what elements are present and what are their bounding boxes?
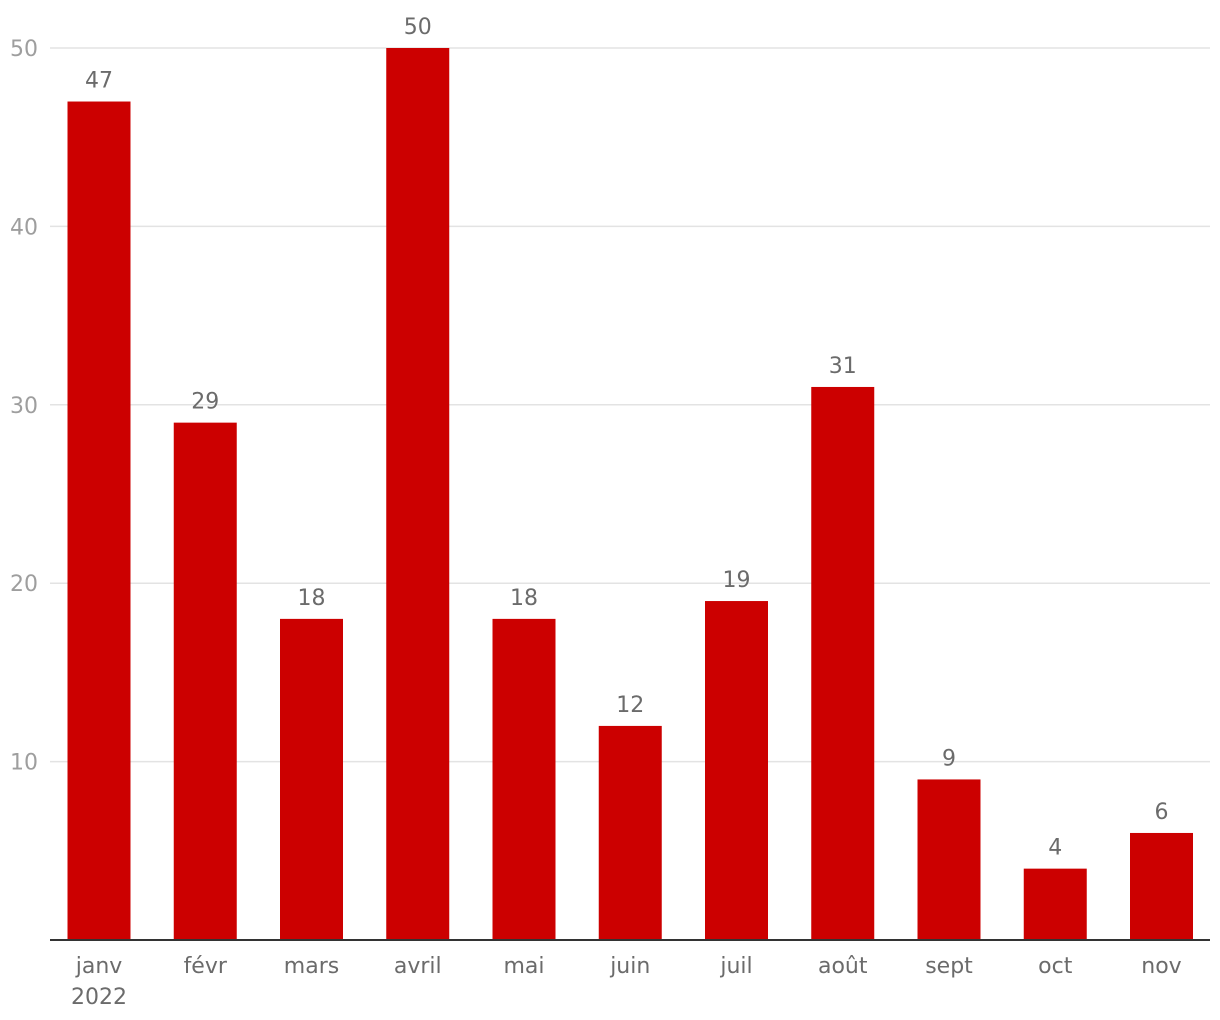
- bar-mars: [280, 618, 343, 940]
- gridlines: [50, 47, 1210, 763]
- x-tick-label: juin: [609, 954, 650, 979]
- y-axis-ticks: 10 20 30 40 50: [10, 37, 38, 776]
- bar-nov: [1130, 832, 1193, 940]
- x-tick-label: nov: [1141, 954, 1181, 979]
- y-tick-label: 20: [10, 572, 38, 597]
- data-label: 9: [942, 746, 956, 771]
- y-tick-label: 30: [10, 394, 38, 419]
- x-tick-label: avril: [394, 954, 442, 979]
- bar-oct: [1023, 868, 1087, 940]
- x-tick-label: mars: [284, 954, 339, 979]
- data-label: 50: [404, 15, 432, 40]
- bars: [67, 48, 1193, 941]
- x-axis-ticks: janv 2022 févr mars avril mai juin juil août sept…: [71, 954, 1182, 1010]
- bar-avril: [386, 48, 450, 940]
- data-label: 29: [191, 390, 219, 415]
- bar-févr: [173, 422, 237, 940]
- x-tick-label: mai: [503, 954, 544, 979]
- bar-juin: [598, 725, 662, 940]
- data-label: 19: [723, 568, 751, 593]
- x-tick-label: oct: [1038, 954, 1073, 979]
- bar-mai: [492, 618, 556, 940]
- data-label: 12: [616, 693, 644, 718]
- data-label: 18: [510, 586, 538, 611]
- y-tick-label: 50: [10, 37, 38, 62]
- x-tick-sublabel: 2022: [71, 985, 127, 1010]
- y-tick-label: 10: [10, 751, 38, 776]
- x-tick-label: févr: [184, 954, 228, 979]
- x-tick-label: sept: [925, 954, 973, 979]
- data-label: 31: [829, 354, 857, 379]
- x-tick-label: janv: [75, 954, 123, 979]
- bar-juil: [705, 601, 768, 940]
- x-tick-label: août: [818, 954, 868, 979]
- bar-août: [811, 386, 875, 941]
- data-label: 18: [298, 586, 326, 611]
- data-label: 6: [1155, 800, 1169, 825]
- x-tick-label: juil: [719, 954, 752, 979]
- y-tick-label: 40: [10, 215, 38, 240]
- bar-janv: [67, 101, 131, 940]
- bar-sept: [917, 779, 981, 940]
- data-label: 47: [85, 69, 113, 94]
- data-labels: 47 29 18 50 18 12 19 31 9 4 6: [85, 15, 1169, 861]
- data-label: 4: [1048, 836, 1062, 861]
